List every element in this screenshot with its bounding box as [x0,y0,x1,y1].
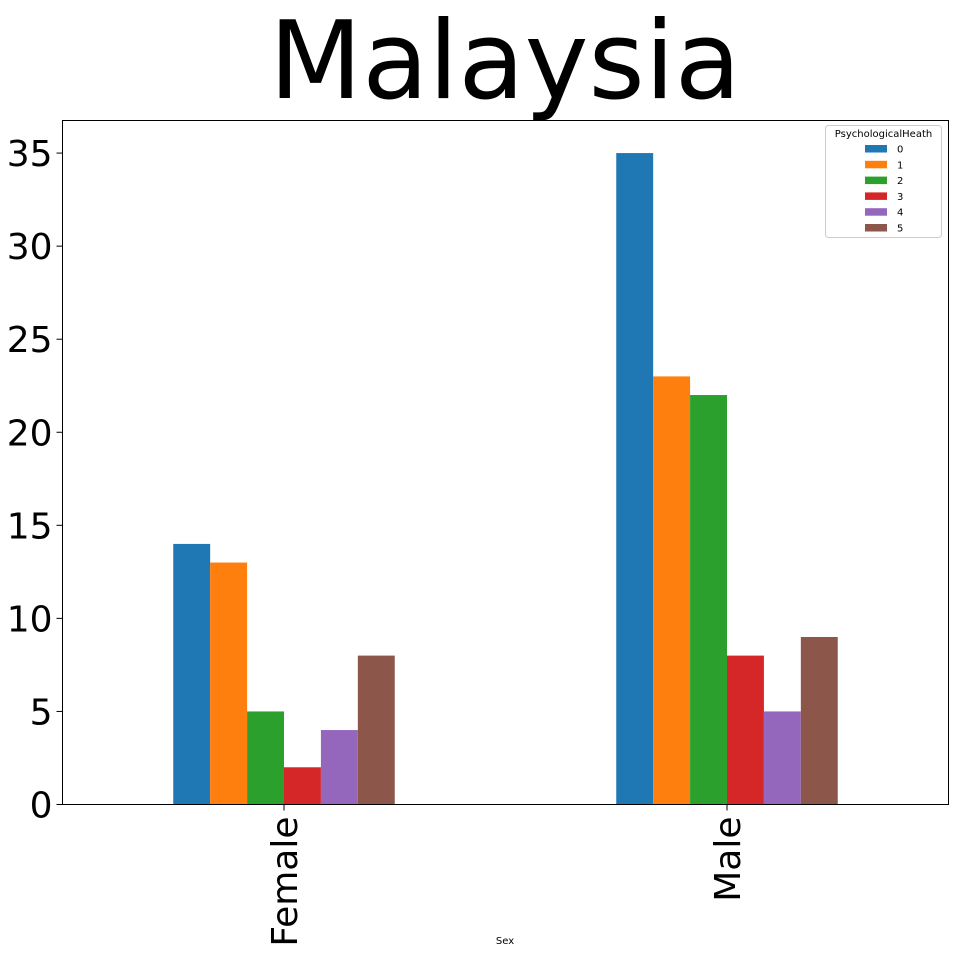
legend-label-4: 4 [897,208,903,219]
bar-female-series-0 [173,543,211,805]
legend-swatch-3 [865,192,887,200]
bar-male-series-4 [763,711,801,805]
y-tick-label: 15 [7,506,53,547]
x-axis: Female Male [265,804,749,947]
legend-swatch-1 [865,160,887,169]
y-tick-label: 25 [7,320,53,361]
legend-swatch-5 [865,224,887,232]
legend-label-3: 3 [897,192,903,203]
plot-area-frame [62,120,949,805]
y-tick-label: 35 [7,134,53,175]
y-tick-label: 10 [7,599,53,640]
y-axis: 0 5 10 15 20 25 30 35 [7,134,63,827]
legend-label-0: 0 [897,145,903,156]
bars-group [173,153,838,805]
legend-title: PsychologicalHeath [835,129,932,140]
y-tick-label: 20 [7,413,53,454]
bar-male-series-2 [690,395,727,805]
bar-male-series-5 [800,636,838,805]
legend: PsychologicalHeath 0 1 2 3 4 5 [825,125,942,238]
bar-female-series-1 [210,562,248,805]
chart-title: Malaysia [269,0,741,124]
bar-female-series-5 [357,655,395,805]
x-axis-label: Sex [496,936,514,947]
legend-swatch-2 [865,176,887,185]
x-tick-label-female: Female [265,817,306,947]
bar-male-series-3 [727,655,764,805]
legend-swatch-0 [865,145,887,153]
y-tick-label: 5 [30,692,53,733]
bar-female-series-3 [284,767,321,805]
legend-label-2: 2 [897,176,903,187]
y-tick-label: 0 [30,786,53,827]
legend-label-5: 5 [897,224,903,235]
bar-female-series-4 [320,730,358,805]
bar-female-series-2 [247,711,284,805]
bar-male-series-0 [616,153,654,805]
legend-entries: 0 1 2 3 4 5 [865,145,903,235]
y-tick-label: 30 [7,227,53,268]
legend-label-1: 1 [897,160,903,171]
x-tick-label-male: Male [708,817,749,902]
bar-male-series-1 [653,376,691,805]
legend-swatch-4 [865,208,887,216]
